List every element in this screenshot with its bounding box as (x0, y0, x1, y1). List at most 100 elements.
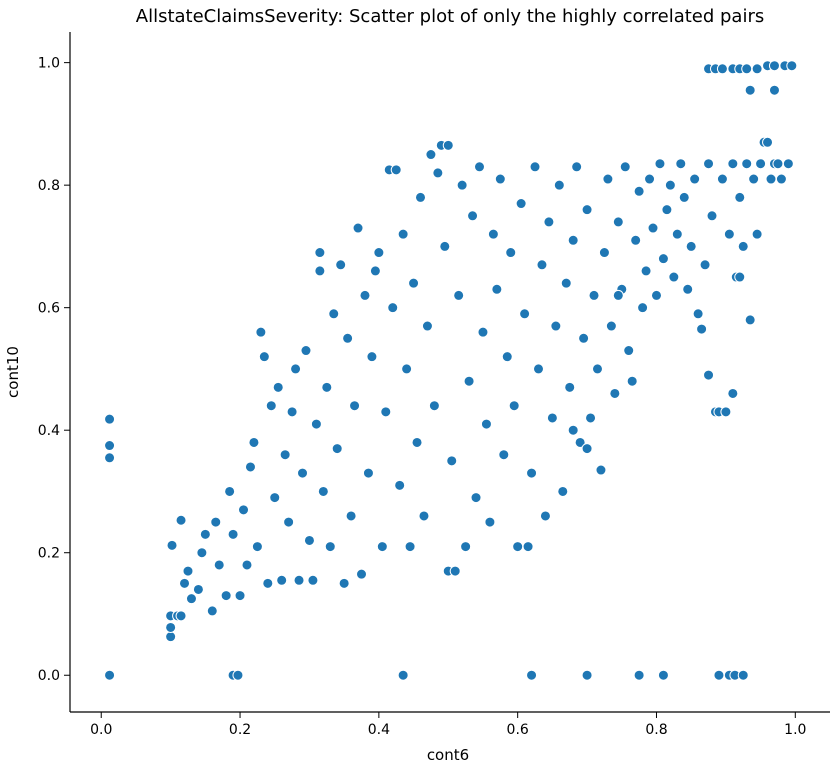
data-point-101 (460, 541, 472, 553)
data-point-160 (664, 179, 676, 191)
data-point-42 (262, 577, 274, 589)
data-point-147 (619, 161, 631, 173)
data-point-171 (703, 158, 715, 170)
data-point-16 (165, 621, 177, 633)
data-point-186 (755, 158, 767, 170)
data-point-108 (484, 516, 496, 528)
data-point-65 (338, 577, 350, 589)
data-point-100 (456, 179, 468, 191)
data-point-166 (685, 240, 697, 252)
data-point-2 (104, 440, 116, 452)
data-point-188 (762, 136, 774, 148)
data-point-41 (258, 351, 270, 363)
data-point-199 (567, 424, 579, 436)
data-point-163 (675, 158, 687, 170)
data-point-154 (644, 173, 656, 185)
data-point-165 (682, 283, 694, 295)
data-point-83 (401, 363, 413, 375)
data-point-45 (272, 381, 284, 393)
data-point-73 (366, 351, 378, 363)
data-point-66 (342, 332, 354, 344)
data-point-192 (775, 173, 787, 185)
data-point-104 (470, 492, 482, 504)
data-point-162 (671, 228, 683, 240)
data-point-176 (720, 406, 732, 418)
data-point-53 (300, 345, 312, 357)
x-tick-label: 0.8 (645, 722, 667, 738)
data-point-121 (529, 161, 541, 173)
data-point-7 (526, 669, 538, 681)
data-point-95 (442, 139, 454, 151)
data-point-189 (765, 173, 777, 185)
data-point-81 (394, 479, 406, 491)
data-point-23 (182, 565, 194, 577)
data-point-185 (751, 228, 763, 240)
data-point-175 (716, 173, 728, 185)
data-point-212 (768, 84, 780, 96)
data-point-61 (324, 541, 336, 553)
data-point-30 (213, 559, 225, 571)
data-point-60 (321, 381, 333, 393)
x-tick-label: 0.0 (90, 722, 112, 738)
data-point-109 (487, 228, 499, 240)
data-point-205 (741, 63, 753, 75)
data-point-58 (314, 265, 326, 277)
data-point-24 (185, 593, 197, 605)
data-point-40 (255, 326, 267, 338)
data-point-178 (727, 158, 739, 170)
x-tick-label: 0.2 (229, 722, 251, 738)
data-point-142 (602, 173, 614, 185)
data-point-94 (439, 240, 451, 252)
data-point-29 (210, 516, 222, 528)
data-point-87 (415, 191, 427, 203)
data-point-88 (418, 510, 430, 522)
data-point-198 (581, 443, 593, 455)
data-point-1 (104, 452, 116, 464)
data-point-159 (661, 204, 673, 216)
data-point-196 (612, 289, 624, 301)
data-point-75 (373, 247, 385, 259)
data-point-132 (567, 234, 579, 246)
data-point-15 (165, 631, 177, 643)
data-point-177 (723, 228, 735, 240)
data-point-140 (595, 464, 607, 476)
data-point-31 (220, 590, 232, 602)
data-point-46 (276, 574, 288, 586)
data-point-123 (536, 259, 548, 271)
data-point-90 (425, 149, 437, 161)
data-point-169 (696, 323, 708, 335)
data-point-144 (609, 387, 621, 399)
data-point-191 (772, 158, 784, 170)
data-point-82 (397, 228, 409, 240)
data-point-68 (349, 400, 361, 412)
data-point-122 (532, 363, 544, 375)
data-point-156 (650, 289, 662, 301)
data-point-85 (408, 277, 420, 289)
data-point-99 (453, 289, 465, 301)
data-point-136 (581, 204, 593, 216)
data-point-167 (689, 173, 701, 185)
data-point-168 (692, 308, 704, 320)
data-point-161 (668, 271, 680, 283)
data-point-57 (314, 247, 326, 259)
data-point-8 (581, 669, 593, 681)
data-point-152 (637, 302, 649, 314)
data-point-206 (751, 63, 763, 75)
data-point-149 (626, 375, 638, 387)
data-point-74 (369, 265, 381, 277)
data-point-141 (598, 247, 610, 259)
data-point-137 (585, 412, 597, 424)
data-point-71 (359, 289, 371, 301)
y-tick-label: 0.0 (38, 668, 60, 684)
data-point-115 (508, 400, 520, 412)
y-tick-label: 0.6 (38, 301, 60, 317)
data-point-22 (179, 577, 191, 589)
data-point-128 (553, 179, 565, 191)
data-point-150 (630, 234, 642, 246)
data-point-110 (491, 283, 503, 295)
data-point-84 (404, 541, 416, 553)
data-point-9 (633, 669, 645, 681)
data-point-49 (286, 406, 298, 418)
data-point-44 (269, 492, 281, 504)
